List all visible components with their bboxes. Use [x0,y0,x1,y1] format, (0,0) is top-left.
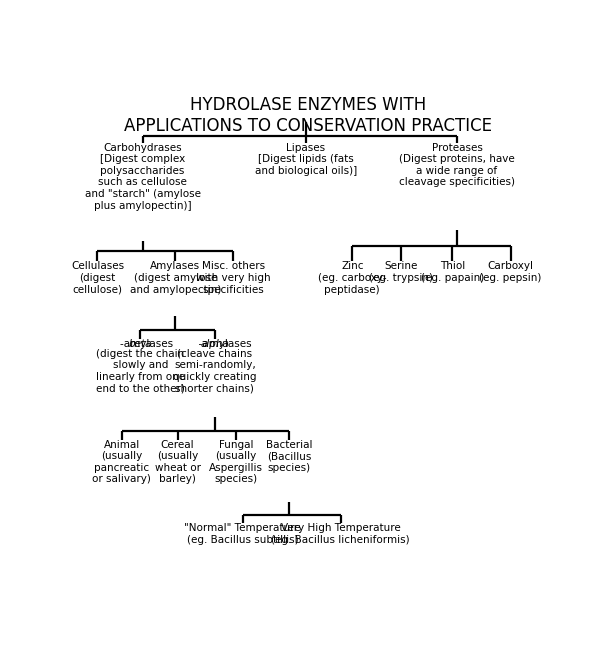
Text: -amylases: -amylases [178,339,251,349]
Text: Amylases
(digest amylose
and amylopectin): Amylases (digest amylose and amylopectin… [130,261,221,295]
Text: Thiol
(eg. papain): Thiol (eg. papain) [421,261,484,283]
Text: Fungal
(usually
Aspergillis
species): Fungal (usually Aspergillis species) [209,440,263,484]
Text: Cereal
(usually
wheat or
barley): Cereal (usually wheat or barley) [154,440,201,484]
Text: alpha: alpha [200,339,230,349]
Text: Animal
(usually
pancreatic
or salivary): Animal (usually pancreatic or salivary) [93,440,151,484]
Text: (cleave chains
semi-randomly,
quickly creating
shorter chains): (cleave chains semi-randomly, quickly cr… [173,349,257,393]
Text: Proteases
(Digest proteins, have
a wide range of
cleavage specificities): Proteases (Digest proteins, have a wide … [399,142,515,187]
Text: Carbohydrases
[Digest complex
polysaccharides
such as cellulose
and "starch" (am: Carbohydrases [Digest complex polysaccha… [85,142,201,211]
Text: Zinc
(eg. carboxy-
peptidase): Zinc (eg. carboxy- peptidase) [318,261,386,295]
Text: Misc. others
with very high
specificities: Misc. others with very high specificitie… [196,261,271,295]
Text: -amylases: -amylases [107,339,174,349]
Text: Lipases
[Digest lipids (fats
and biological oils)]: Lipases [Digest lipids (fats and biologi… [255,142,357,176]
Text: "Normal" Temperature
(eg. Bacillus subtillis): "Normal" Temperature (eg. Bacillus subti… [185,523,301,545]
Text: Very High Temperature
(eg. Bacillus licheniformis): Very High Temperature (eg. Bacillus lich… [271,523,410,545]
Text: Serine
(eg. trypsin): Serine (eg. trypsin) [369,261,433,283]
Text: (digest the chain
slowly and
linearly from one
end to the other): (digest the chain slowly and linearly fr… [96,349,185,393]
Text: Bacterial
(Bacillus
species): Bacterial (Bacillus species) [266,440,313,473]
Text: beta: beta [129,339,152,349]
Text: HYDROLASE ENZYMES WITH
APPLICATIONS TO CONSERVATION PRACTICE: HYDROLASE ENZYMES WITH APPLICATIONS TO C… [124,96,492,135]
Text: Carboxyl
(eg. pepsin): Carboxyl (eg. pepsin) [480,261,542,283]
Text: Cellulases
(digest
cellulose): Cellulases (digest cellulose) [71,261,124,295]
